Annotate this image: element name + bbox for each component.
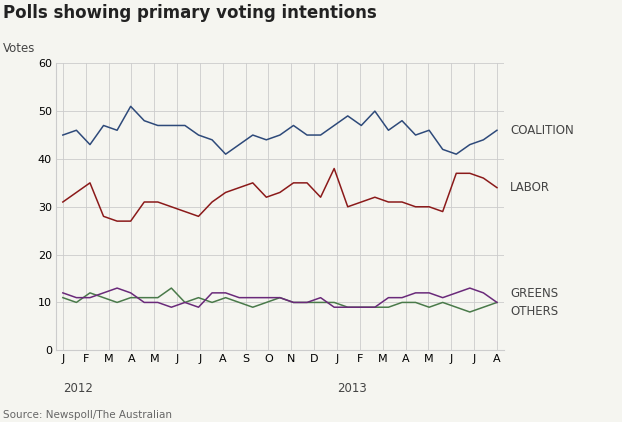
Text: LABOR: LABOR (510, 181, 550, 194)
Text: Votes: Votes (3, 42, 35, 55)
Text: 2012: 2012 (63, 382, 93, 395)
Text: Source: Newspoll/The Australian: Source: Newspoll/The Australian (3, 410, 172, 420)
Text: 2013: 2013 (337, 382, 367, 395)
Text: COALITION: COALITION (510, 124, 573, 137)
Text: Polls showing primary voting intentions: Polls showing primary voting intentions (3, 4, 377, 22)
Text: OTHERS: OTHERS (510, 305, 558, 318)
Text: GREENS: GREENS (510, 287, 558, 300)
